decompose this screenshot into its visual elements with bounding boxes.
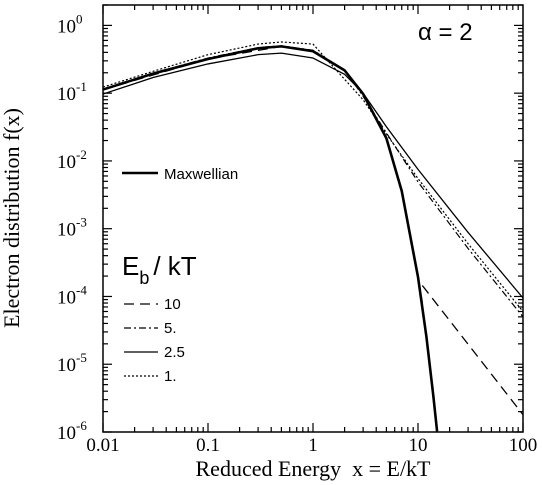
x-tick-label: 1 (308, 435, 318, 456)
y-tick-label: 10-6 (57, 418, 87, 444)
y-tick-label: 10-2 (57, 147, 87, 173)
curves (102, 41, 524, 432)
curve-5 (102, 45, 524, 318)
x-tick-label: 0.01 (86, 435, 119, 456)
x-tick-label: 10 (409, 435, 428, 456)
y-tick-label: 10-1 (57, 79, 87, 105)
tick-labels: 0.01 0.1 1 10 100 100 10-1 10-2 10-3 10-4 10-5 10-6 (57, 11, 537, 456)
maxwellian-legend-label: Maxwellian (164, 166, 238, 183)
legend: 10 5. 2.5 1. (124, 296, 185, 385)
alpha-value: = 2 (432, 19, 473, 46)
alpha-annotation: α = 2 (418, 19, 473, 46)
x-axis-label: Reduced Energy x = E/kT (196, 456, 432, 481)
y-tick-label: 10-5 (57, 350, 87, 376)
alpha-symbol: α (418, 19, 432, 46)
y-axis-label: Electron distribution f(x) (0, 108, 24, 328)
curve-10 (102, 45, 423, 303)
axis-ticks (102, 4, 524, 433)
y-tick-label: 100 (57, 11, 83, 37)
legend-title-sub: b (139, 268, 149, 288)
y-tick-label: 10-3 (57, 215, 87, 241)
curve-tail-10 (421, 285, 524, 416)
legend-label: 10 (164, 296, 181, 313)
legend-title-rest: / kT (153, 251, 196, 281)
x-tick-label: 0.1 (196, 435, 220, 456)
curve-2-5 (102, 52, 524, 299)
legend-title: Eb / kT (122, 251, 197, 288)
x-tick-label: 100 (509, 435, 538, 456)
curve-maxwellian (102, 45, 439, 432)
legend-label: 2.5 (164, 344, 185, 361)
curve-1 (102, 41, 524, 312)
y-tick-label: 10-4 (57, 282, 87, 308)
legend-label: 1. (164, 368, 177, 385)
legend-title-e: E (122, 251, 139, 281)
legend-label: 5. (164, 320, 177, 337)
